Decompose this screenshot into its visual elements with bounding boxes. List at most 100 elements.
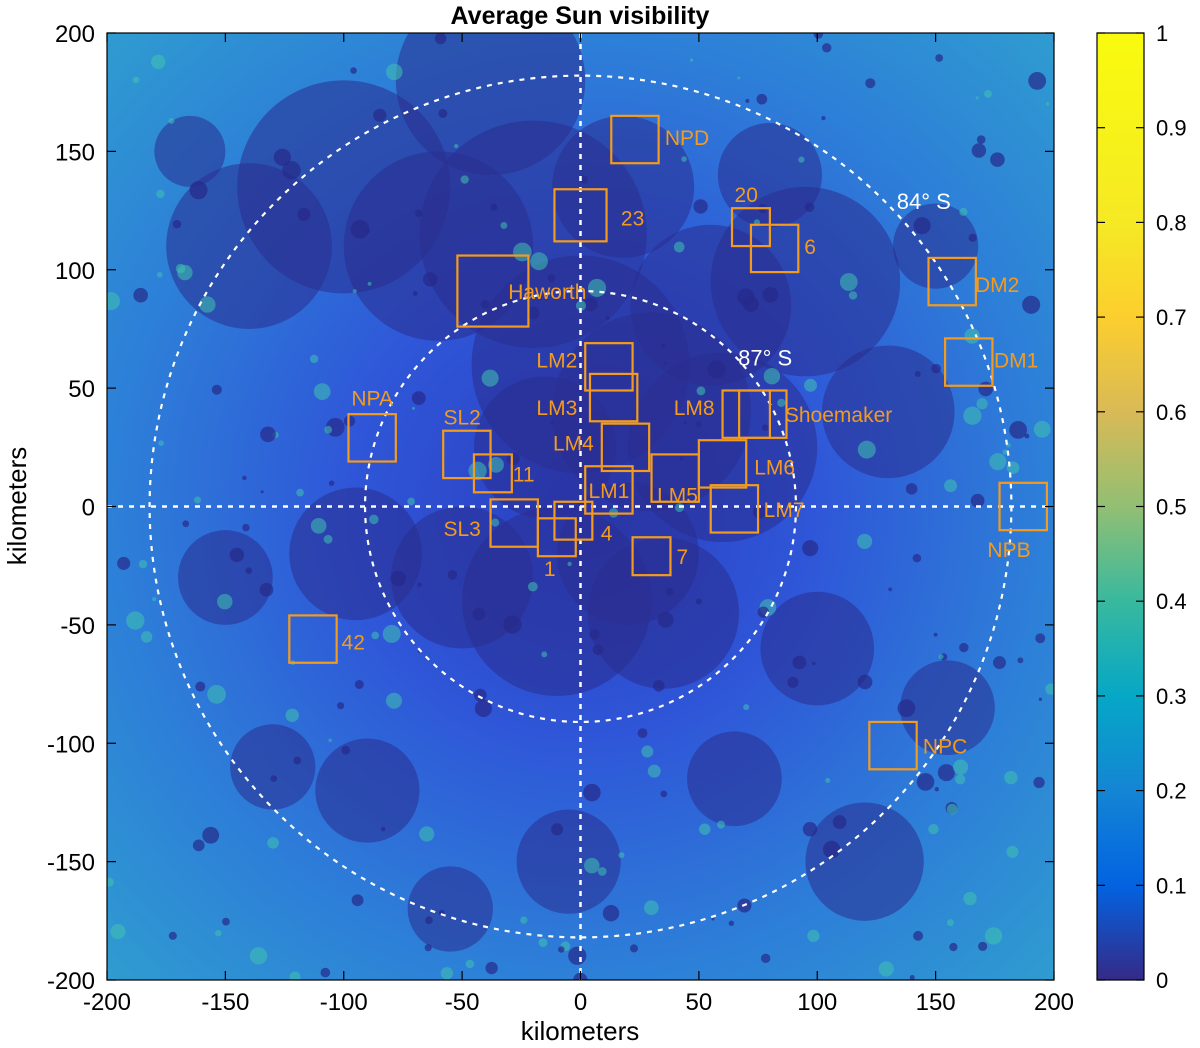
small-crater-shadow: [211, 384, 222, 395]
region-box: [600, 422, 651, 473]
sunlit-ridge-speck: [407, 497, 415, 506]
small-crater-shadow: [959, 642, 969, 653]
sunlit-ridge-speck: [309, 354, 319, 364]
region-box: [584, 342, 634, 392]
small-crater-shadow: [792, 655, 807, 670]
crater-shadow: [154, 115, 226, 187]
sunlit-ridge-speck: [530, 252, 548, 271]
region-box: [650, 453, 700, 503]
y-tick-label: 200: [55, 21, 95, 48]
sunlit-ridge-speck: [975, 96, 979, 100]
sunlit-ridge-speck: [110, 923, 126, 940]
small-crater-shadow: [189, 181, 208, 200]
small-crater-shadow: [547, 274, 556, 283]
small-crater-shadow: [1022, 295, 1041, 314]
sunlit-ridge-speck: [460, 175, 469, 184]
region-label: LM5: [657, 485, 698, 508]
sunlit-ridge-speck: [1033, 420, 1051, 438]
small-crater-shadow: [373, 108, 387, 122]
small-crater-shadow: [192, 839, 205, 852]
small-crater-shadow: [660, 790, 668, 798]
crater-shadow: [710, 186, 901, 377]
region-label: 7: [676, 546, 688, 569]
latitude-circle: [363, 289, 798, 724]
x-tick-label: -200: [83, 989, 131, 1016]
small-crater-shadow: [350, 67, 357, 74]
sunlit-ridge-speck: [454, 143, 459, 149]
region-label: DM1: [994, 350, 1038, 373]
small-crater-shadow: [551, 823, 564, 836]
region-box: [738, 389, 788, 439]
small-crater-shadow: [273, 148, 291, 166]
sunlit-ridge-speck: [743, 704, 750, 711]
small-crater-shadow: [933, 632, 938, 637]
colorbar-tick-label: 0: [1156, 968, 1168, 993]
small-crater-shadow: [897, 699, 916, 718]
small-crater-shadow: [270, 775, 278, 782]
sunlit-ridge-speck: [371, 631, 380, 640]
colorbar-tick-label: 1: [1156, 21, 1168, 46]
small-crater-shadow: [350, 219, 370, 239]
crater-shadow: [760, 591, 875, 706]
chart-title: Average Sun visibility: [451, 2, 710, 30]
sunlit-ridge-speck: [946, 919, 954, 927]
sunlit-ridge-speck: [618, 852, 625, 859]
small-crater-shadow: [637, 728, 648, 739]
small-crater-shadow: [417, 582, 422, 587]
region-label: 1: [544, 558, 556, 581]
small-crater-shadow: [1033, 776, 1045, 789]
sunlit-ridge-speck: [310, 517, 327, 534]
sunlit-ridge-speck: [207, 684, 226, 704]
region-box: [288, 614, 338, 664]
crater-shadow: [821, 345, 955, 479]
small-crater-shadow: [931, 363, 941, 374]
x-axis-label: kilometers: [521, 1016, 639, 1046]
y-tick-label: 50: [68, 376, 95, 403]
small-crater-shadow: [813, 33, 824, 39]
sunlit-ridge-speck: [249, 947, 268, 965]
small-crater-shadow: [665, 587, 674, 596]
sunlit-ridge-speck: [527, 581, 538, 592]
sunlit-ridge-speck: [152, 596, 157, 602]
small-crater-shadow: [802, 540, 819, 557]
region-label: 20: [735, 184, 758, 207]
sunlit-ridge-speck: [963, 891, 977, 906]
x-tick-label: 0: [574, 989, 587, 1016]
sunlit-ridge-speck: [807, 929, 820, 943]
region-box: [588, 372, 639, 423]
small-crater-shadow: [438, 108, 448, 118]
small-crater-shadow: [1024, 433, 1030, 439]
sunlit-ridge-speck: [587, 278, 607, 297]
sunlit-ridge-speck: [1002, 449, 1008, 455]
small-crater-shadow: [411, 391, 426, 406]
sunlit-ridge-speck: [285, 708, 299, 723]
small-crater-shadow: [557, 946, 565, 953]
x-tick-label: -150: [201, 989, 249, 1016]
small-crater-shadow: [260, 426, 276, 443]
small-crater-shadow: [913, 217, 931, 235]
sunlit-ridge-speck: [804, 378, 818, 392]
small-crater-shadow: [583, 783, 601, 802]
small-crater-shadow: [424, 944, 432, 952]
sunlit-ridge-speck: [352, 289, 357, 294]
small-crater-shadow: [605, 316, 610, 321]
small-crater-shadow: [707, 360, 726, 379]
colorbar-tick-label: 0.4: [1156, 589, 1187, 614]
small-crater-shadow: [737, 288, 755, 306]
sunlit-ridge-speck: [132, 76, 140, 84]
sunlit-ridge-speck: [538, 938, 548, 948]
x-tick-label: 150: [916, 989, 956, 1016]
small-crater-shadow: [1035, 633, 1046, 644]
sunlit-ridge-speck: [500, 221, 508, 229]
crater-shadow: [166, 163, 332, 329]
sunlit-ridge-speck: [440, 967, 454, 980]
sunlit-ridge-speck: [411, 406, 416, 410]
small-crater-shadow: [660, 343, 666, 348]
region-box: [868, 720, 918, 771]
small-crater-shadow: [657, 611, 674, 628]
y-tick-label: -50: [60, 613, 95, 640]
small-crater-shadow: [341, 745, 350, 755]
region-label: LM8: [674, 397, 715, 420]
small-crater-shadow: [568, 946, 587, 965]
